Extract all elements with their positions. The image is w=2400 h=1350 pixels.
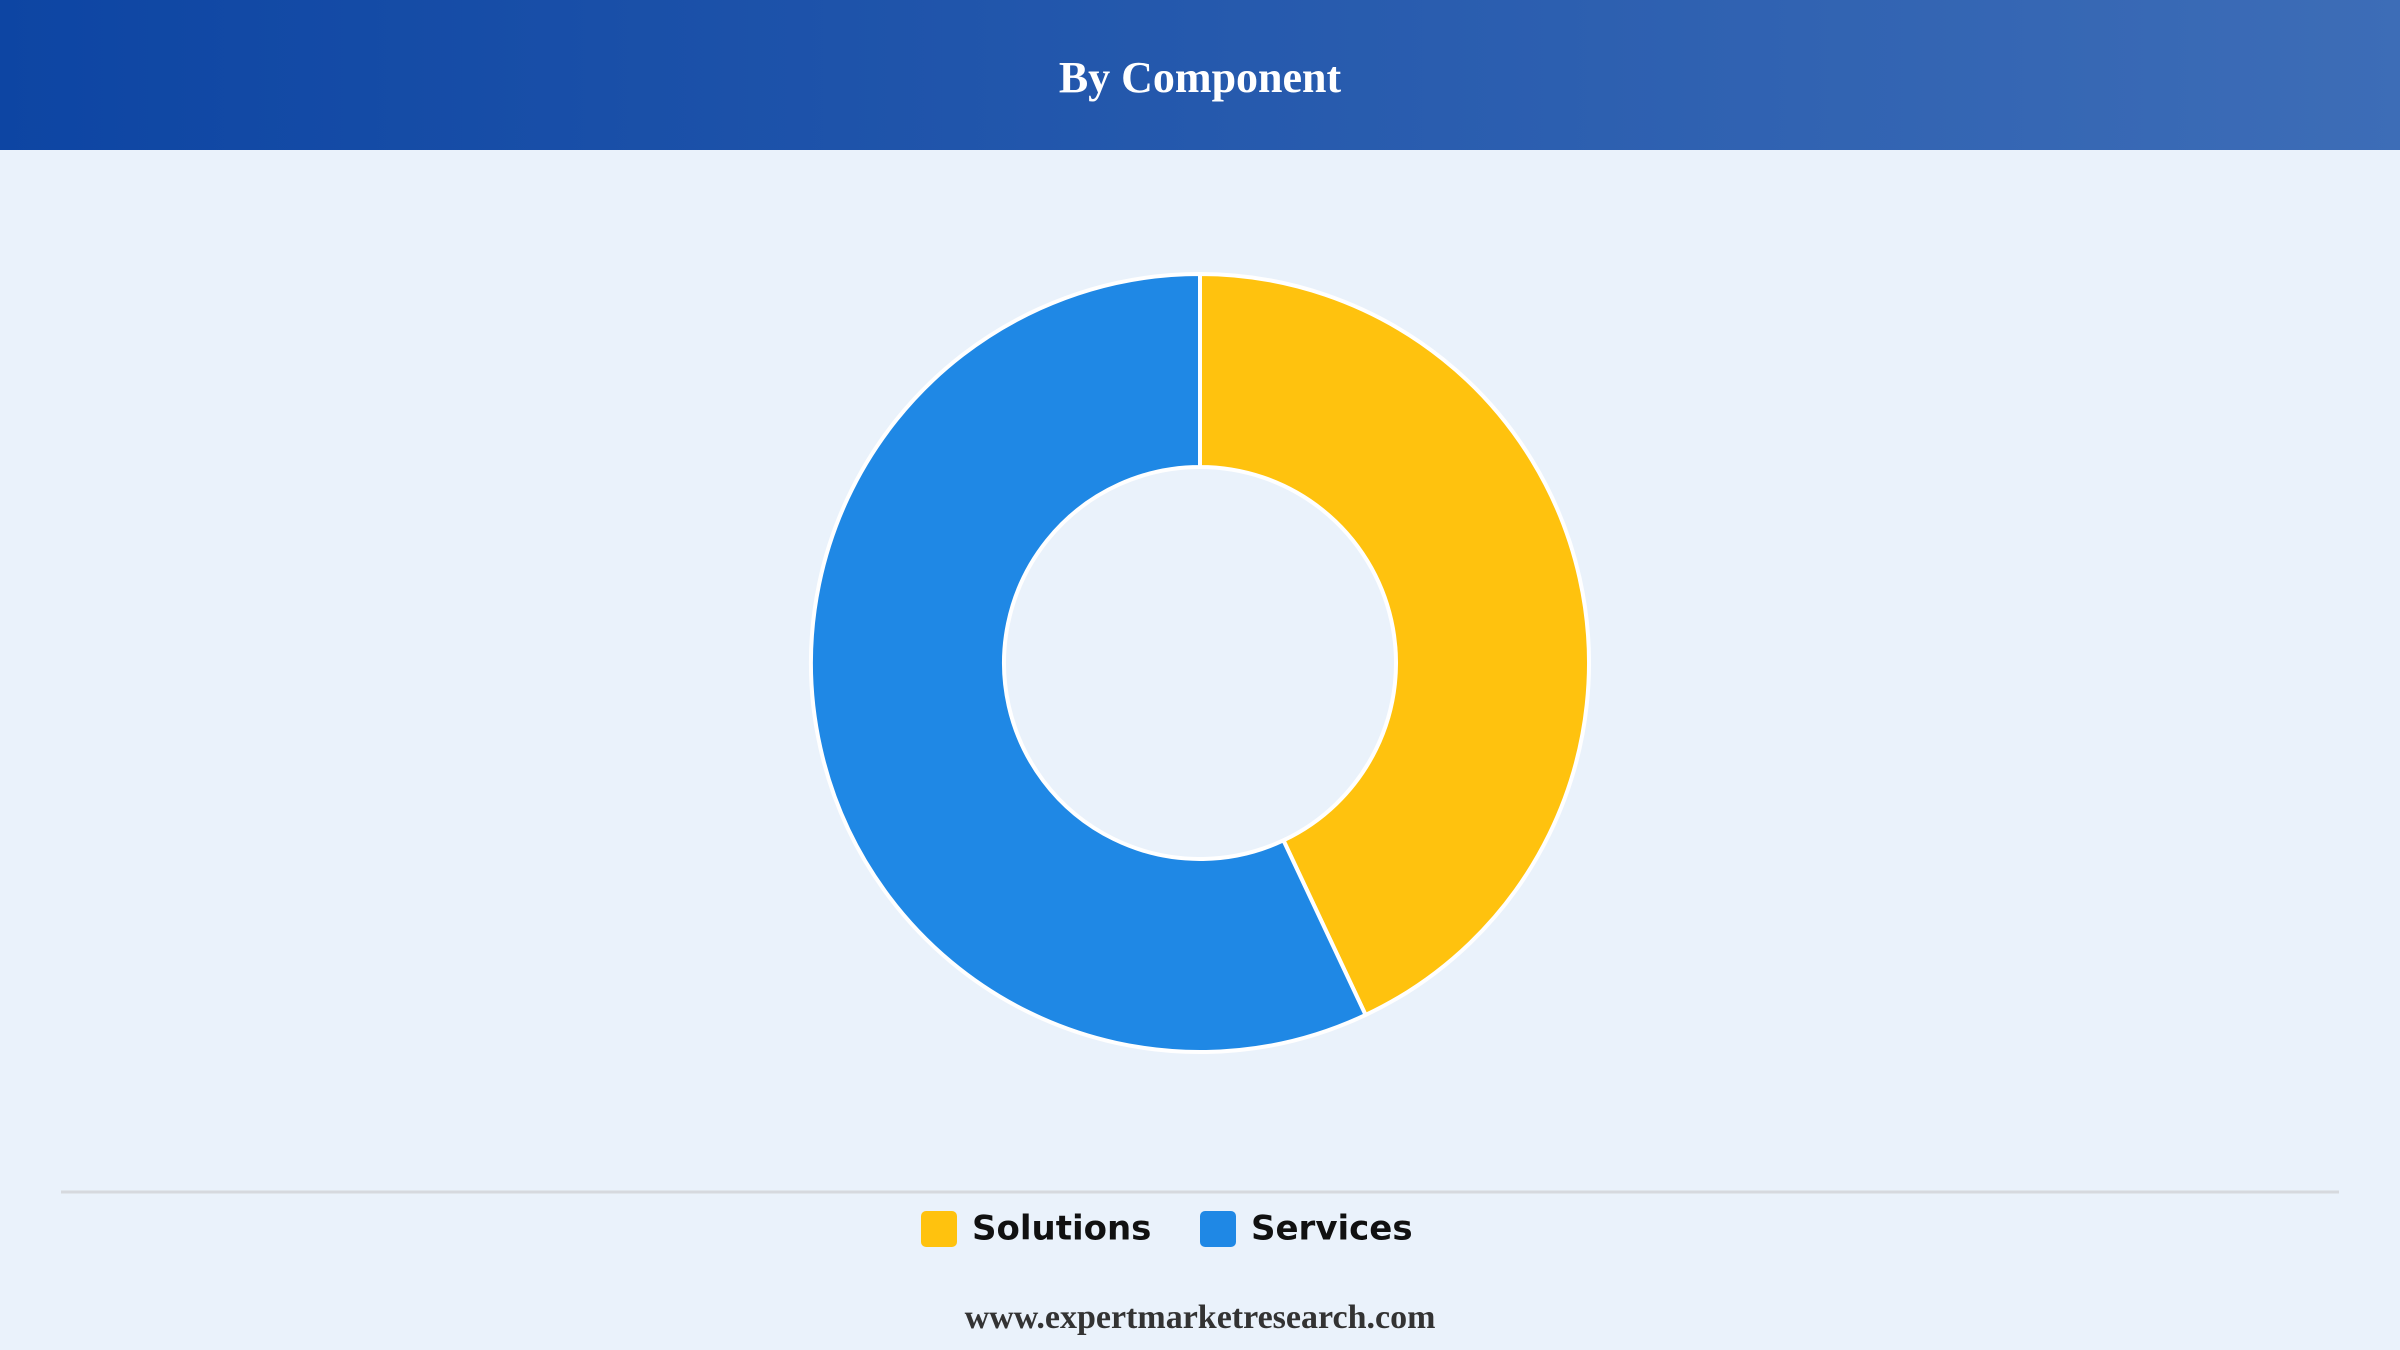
legend-label: Services bbox=[1251, 1209, 1413, 1249]
legend-swatch bbox=[1200, 1211, 1236, 1247]
source-url: www.expertmarketresearch.com bbox=[965, 1299, 1436, 1336]
donut-segment bbox=[809, 272, 1368, 1054]
header-bar bbox=[0, 0, 2400, 150]
legend-swatch bbox=[921, 1211, 957, 1247]
chart-title: By Component bbox=[1059, 53, 1342, 102]
legend-label: Solutions bbox=[972, 1209, 1151, 1249]
donut-segment bbox=[1198, 272, 1591, 1017]
